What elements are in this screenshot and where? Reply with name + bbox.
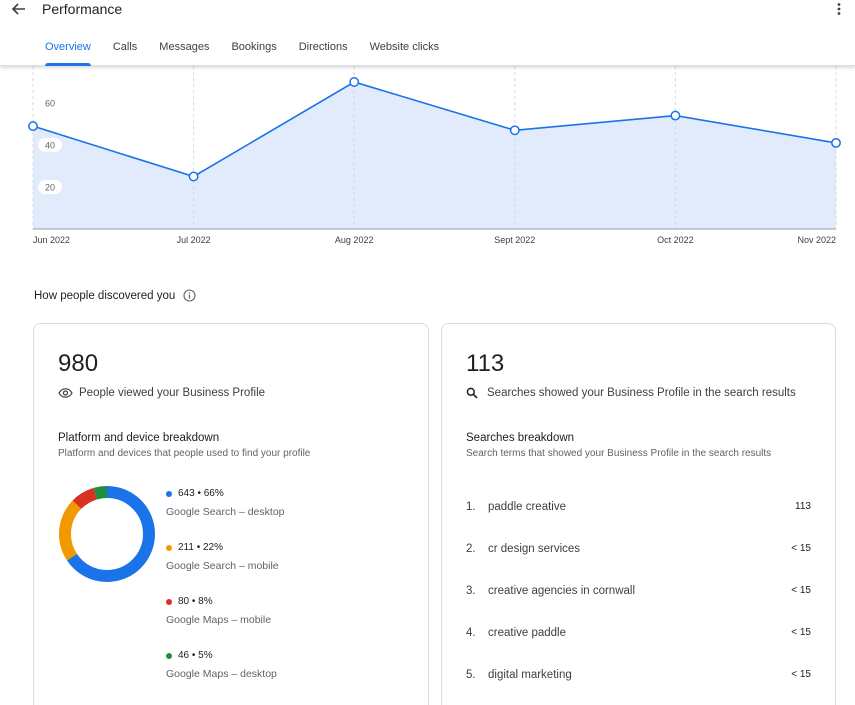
platform-donut-chart xyxy=(59,486,155,582)
tab-bar: Overview Calls Messages Bookings Directi… xyxy=(34,38,450,66)
search-term-text: creative agencies in cornwall xyxy=(488,585,636,597)
platform-breakdown-desc: Platform and devices that people used to… xyxy=(58,448,311,459)
y-tick-label: 40 xyxy=(45,141,55,151)
search-term-count: < 15 xyxy=(791,669,811,680)
performance-chart: 20 40 60 Jun 2022 Jul 2022 Aug 2022 Sept 2022 O… xyxy=(0,66,855,256)
more-vert-icon xyxy=(837,3,841,15)
search-term-row: 2. cr design services < 15 xyxy=(466,543,811,555)
back-button[interactable] xyxy=(6,0,32,18)
top-app-bar: Performance Overview Calls Messages Book… xyxy=(0,0,855,66)
views-count: 980 xyxy=(58,350,99,377)
legend-label: Google Maps – mobile xyxy=(166,614,272,626)
chart-data-point xyxy=(188,171,199,182)
donut-slice xyxy=(59,486,155,582)
x-tick-label: Oct 2022 xyxy=(657,235,694,245)
x-tick-label: Sept 2022 xyxy=(494,235,535,245)
search-term-count: < 15 xyxy=(791,627,811,638)
tab-calls[interactable]: Calls xyxy=(112,41,138,53)
tab-messages[interactable]: Messages xyxy=(159,41,210,53)
legend-value: 211 • 22% xyxy=(178,542,224,553)
legend-item-search-mobile: 211 • 22% Google Search – mobile xyxy=(166,542,279,572)
search-term-index: 5. xyxy=(466,669,476,681)
legend-dot xyxy=(166,490,172,497)
legend-value: 643 • 66% xyxy=(178,488,224,499)
chart-data-point xyxy=(670,110,681,121)
chart-svg: 20 40 60 Jun 2022 Jul 2022 Aug 2022 Sept 2022 O… xyxy=(28,66,841,245)
chart-data-point xyxy=(349,77,360,87)
search-term-text: creative paddle xyxy=(488,627,566,639)
searches-label: Searches showed your Business Profile in… xyxy=(487,386,796,399)
search-term-count: 113 xyxy=(795,501,811,512)
legend-label: Google Search – mobile xyxy=(166,560,279,572)
chart-area-fill xyxy=(33,82,836,229)
donut-slice xyxy=(59,486,155,582)
x-tick-label: Nov 2022 xyxy=(797,235,836,245)
search-term-text: paddle creative xyxy=(488,501,566,513)
tab-overview[interactable]: Overview xyxy=(34,38,102,66)
search-term-index: 4. xyxy=(466,627,476,639)
x-tick-label: Aug 2022 xyxy=(335,235,374,245)
x-tick-label: Jul 2022 xyxy=(177,235,211,245)
searches-breakdown-desc: Search terms that showed your Business P… xyxy=(466,448,772,459)
platform-breakdown-title: Platform and device breakdown xyxy=(58,432,220,444)
search-term-index: 3. xyxy=(466,585,476,597)
arrow-back-icon xyxy=(12,3,25,15)
tab-directions[interactable]: Directions xyxy=(298,41,348,53)
search-term-index: 1. xyxy=(466,501,476,513)
search-term-count: < 15 xyxy=(791,543,811,554)
views-metric: People viewed your Business Profile xyxy=(58,386,265,399)
chart-series-line xyxy=(32,81,837,178)
tab-website-clicks[interactable]: Website clicks xyxy=(369,41,440,53)
searches-metric: Searches showed your Business Profile in… xyxy=(466,386,796,399)
legend-label: Google Maps – desktop xyxy=(166,668,277,680)
search-icon xyxy=(466,386,481,399)
tab-bookings[interactable]: Bookings xyxy=(231,41,277,53)
legend-item-maps-mobile: 80 • 8% Google Maps – mobile xyxy=(166,596,271,626)
y-tick-label: 60 xyxy=(45,99,55,109)
searches-card: 113 Searches showed your Business Profil… xyxy=(441,323,836,705)
legend-dot xyxy=(166,652,172,659)
page-title: Performance xyxy=(42,1,123,17)
search-term-text: cr design services xyxy=(488,543,581,555)
searches-count: 113 xyxy=(466,350,505,377)
search-term-row: 3. creative agencies in cornwall < 15 xyxy=(466,585,811,597)
chart-data-point xyxy=(28,121,38,132)
views-card: 980 People viewed your Business Profile … xyxy=(33,323,429,705)
legend-dot xyxy=(166,544,172,551)
search-term-row: 5. digital marketing < 15 xyxy=(466,669,811,681)
y-tick-bg xyxy=(38,96,62,110)
search-term-row: 1. paddle creative 113 xyxy=(466,501,811,513)
legend-value: 80 • 8% xyxy=(178,596,213,607)
y-tick-bg xyxy=(38,180,62,194)
legend-dot xyxy=(166,598,172,605)
searches-breakdown-title: Searches breakdown xyxy=(466,432,575,444)
x-tick-label: Jun 2022 xyxy=(33,235,70,245)
discovery-heading: How people discovered you xyxy=(34,289,196,302)
search-term-index: 2. xyxy=(466,543,476,555)
search-term-text: digital marketing xyxy=(488,669,572,681)
legend-value: 46 • 5% xyxy=(178,650,213,661)
info-icon[interactable] xyxy=(183,289,196,302)
search-term-count: < 15 xyxy=(791,585,811,596)
more-options-button[interactable] xyxy=(832,0,846,18)
discovery-heading-text: How people discovered you xyxy=(34,289,176,302)
legend-item-search-desktop: 643 • 66% Google Search – desktop xyxy=(166,488,285,518)
search-term-row: 4. creative paddle < 15 xyxy=(466,627,811,639)
chart-data-point xyxy=(831,137,841,148)
y-tick-label: 20 xyxy=(45,183,55,193)
chart-data-point xyxy=(509,125,520,136)
legend-label: Google Search – desktop xyxy=(166,506,285,518)
y-tick-bg xyxy=(38,138,62,152)
views-label: People viewed your Business Profile xyxy=(79,386,266,399)
eye-icon xyxy=(58,386,73,399)
legend-item-maps-desktop: 46 • 5% Google Maps – desktop xyxy=(166,650,277,680)
